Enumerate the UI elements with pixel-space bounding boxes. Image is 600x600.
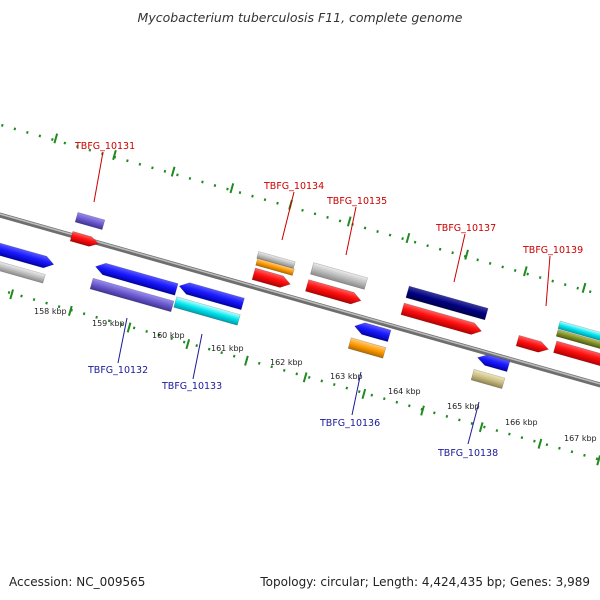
tick-label: 164 kbp	[388, 387, 421, 396]
top-gene-labels: TBFG_10131 TBFG_10134 TBFG_10135 TBFG_10…	[74, 141, 583, 256]
major-tick	[229, 183, 235, 194]
tick-label: 159 kbp	[92, 319, 125, 328]
gene-label-tbfg-10139[interactable]: TBFG_10139	[522, 245, 583, 256]
gene-feature-cyan[interactable]	[557, 320, 600, 346]
tick-label: 161 kbp	[211, 344, 244, 353]
major-tick	[361, 388, 367, 400]
major-tick	[9, 289, 14, 300]
gene-label-tbfg-10138[interactable]: TBFG_10138	[437, 448, 498, 459]
major-tick	[581, 282, 587, 293]
gene-feature-gray[interactable]	[310, 262, 368, 290]
gene-label-tbfg-10137[interactable]: TBFG_10137	[435, 223, 496, 234]
tick-label: 166 kbp	[505, 418, 538, 427]
gene-label-tbfg-10133[interactable]: TBFG_10133	[161, 381, 222, 392]
major-tick	[126, 322, 132, 333]
major-tick	[53, 133, 59, 144]
gene-feature-gray[interactable]	[0, 260, 46, 284]
tick-labels: 158 kbp 159 kbp 160 kbp 161 kbp 162 kbp …	[34, 307, 597, 443]
tick-label: 158 kbp	[34, 307, 67, 316]
major-tick	[346, 216, 352, 227]
major-tick	[302, 372, 308, 383]
major-tick	[420, 405, 425, 416]
gene-feature-blue[interactable]	[178, 280, 245, 311]
backbone-line	[0, 188, 600, 412]
gene-feature-olive[interactable]	[555, 329, 600, 353]
tick-label: 162 kbp	[270, 358, 303, 367]
gene-feature-tbfg-10134-red[interactable]	[251, 267, 292, 290]
map-title: Mycobacterium tuberculosis F11, complete…	[137, 10, 463, 25]
tick-label: 163 kbp	[330, 372, 363, 381]
gene-feature-tbfg-10131[interactable]	[69, 231, 100, 248]
accession-text: Accession: NC_009565	[9, 575, 146, 589]
gene-feature-tbfg-10138[interactable]	[470, 368, 506, 390]
major-tick	[185, 339, 191, 350]
gene-feature-tbfg-10139[interactable]	[515, 334, 550, 354]
gene-feature-tbfg-10134[interactable]	[255, 258, 295, 276]
gene-label-tbfg-10136[interactable]: TBFG_10136	[319, 418, 380, 429]
major-tick	[244, 355, 249, 366]
gene-feature-tbfg-10133[interactable]	[173, 296, 241, 326]
major-tick	[478, 422, 484, 433]
major-tick	[405, 232, 411, 244]
gene-label-tbfg-10135[interactable]: TBFG_10135	[326, 196, 387, 207]
tick-label: 165 kbp	[447, 402, 480, 411]
tick-label: 160 kbp	[152, 331, 185, 340]
bottom-leader-lines	[117, 317, 480, 445]
gene-feature-tbfg-10137-navy[interactable]	[405, 285, 489, 321]
gene-feature-red[interactable]	[553, 340, 600, 369]
gene-feature-tbfg-10137[interactable]	[400, 302, 483, 337]
gene-feature-tbfg-10136-blue[interactable]	[353, 320, 392, 343]
gene-feature-tbfg-10135[interactable]	[305, 279, 362, 307]
gene-feature-gray[interactable]	[256, 251, 296, 269]
major-tick	[68, 305, 73, 316]
major-tick	[170, 166, 176, 177]
genome-stats-text: Topology: circular; Length: 4,424,435 bp…	[260, 575, 590, 589]
bottom-gene-labels: TBFG_10132 TBFG_10133 TBFG_10136 TBFG_10…	[87, 365, 498, 459]
gene-label-tbfg-10132[interactable]: TBFG_10132	[87, 365, 148, 376]
gene-feature-tbfg-10136[interactable]	[347, 337, 387, 359]
tick-label: 167 kbp	[564, 434, 597, 443]
gene-label-tbfg-10131[interactable]: TBFG_10131	[74, 141, 135, 152]
major-tick	[523, 266, 528, 277]
major-tick	[112, 149, 117, 161]
gene-feature-blue[interactable]	[0, 239, 55, 271]
gene-label-tbfg-10134[interactable]: TBFG_10134	[263, 181, 324, 192]
gene-feature-blue[interactable]	[476, 352, 511, 373]
gene-feature-tbfg-10131-purple[interactable]	[74, 212, 106, 230]
gene-feature-tbfg-10132[interactable]	[89, 277, 175, 313]
top-leader-lines	[93, 151, 551, 307]
major-tick	[537, 438, 543, 449]
gene-feature-blue[interactable]	[94, 261, 179, 296]
major-tick	[464, 249, 469, 260]
